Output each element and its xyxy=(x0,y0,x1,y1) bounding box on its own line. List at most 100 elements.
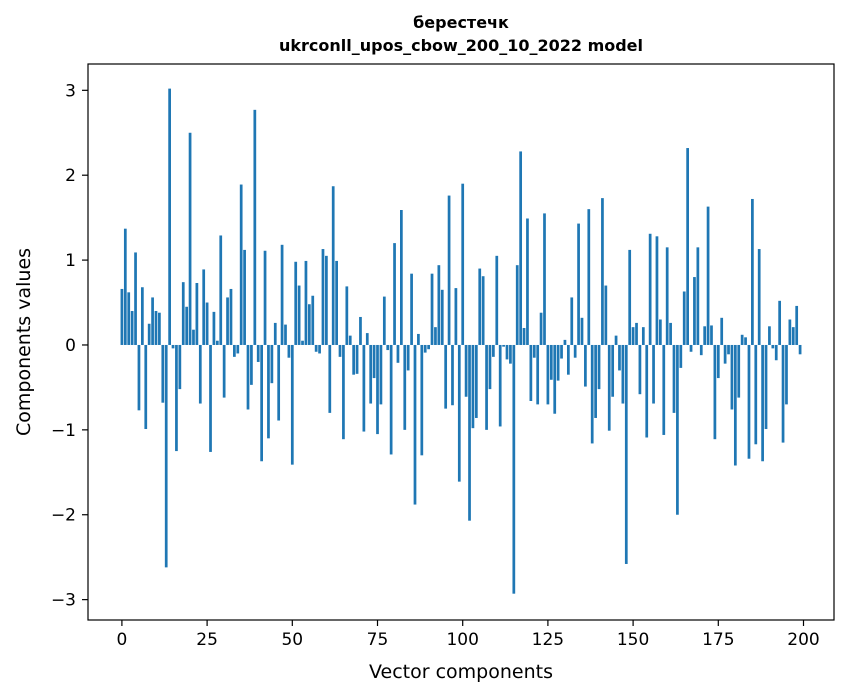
bar-42 xyxy=(263,250,267,345)
bar-173 xyxy=(710,325,713,345)
y-tick-label: −3 xyxy=(51,591,76,611)
bar-73 xyxy=(369,344,373,404)
bar-104 xyxy=(474,344,478,418)
bar-11 xyxy=(158,312,161,345)
bar-14 xyxy=(168,88,171,345)
bar-116 xyxy=(515,265,519,345)
bar-47 xyxy=(280,244,284,345)
bar-90 xyxy=(427,344,430,350)
bar-112 xyxy=(502,344,505,347)
bar-163 xyxy=(676,344,679,515)
bar-182 xyxy=(740,334,744,345)
bar-195 xyxy=(785,344,788,405)
bars-group xyxy=(120,88,802,594)
bar-117 xyxy=(519,151,523,345)
y-tick-label: 3 xyxy=(65,81,76,101)
bar-147 xyxy=(621,344,625,404)
bar-62 xyxy=(331,186,335,345)
bar-185 xyxy=(751,198,754,345)
bar-139 xyxy=(594,344,597,418)
bar-85 xyxy=(410,273,413,345)
bar-40 xyxy=(256,344,260,362)
bar-84 xyxy=(406,344,410,371)
bar-190 xyxy=(768,326,771,345)
bar-140 xyxy=(597,344,601,390)
bar-157 xyxy=(655,236,659,345)
bar-4 xyxy=(134,252,137,345)
bar-13 xyxy=(164,344,168,568)
bar-175 xyxy=(716,344,720,379)
bar-187 xyxy=(757,249,761,345)
bar-93 xyxy=(437,265,441,345)
bar-123 xyxy=(539,312,543,345)
bar-31 xyxy=(226,297,229,345)
bar-162 xyxy=(672,344,676,413)
bar-38 xyxy=(250,344,253,385)
bar-10 xyxy=(154,311,158,345)
bar-89 xyxy=(423,344,427,353)
bar-186 xyxy=(754,344,758,445)
bar-136 xyxy=(584,344,587,387)
bar-142 xyxy=(604,285,608,345)
bar-114 xyxy=(509,344,512,364)
bar-45 xyxy=(273,322,277,345)
bar-41 xyxy=(260,344,263,462)
bar-146 xyxy=(618,344,621,371)
bar-24 xyxy=(202,269,206,345)
bar-126 xyxy=(549,344,553,380)
bar-77 xyxy=(382,296,386,345)
bar-39 xyxy=(253,109,257,345)
y-tick-label: 0 xyxy=(65,336,76,356)
bar-121 xyxy=(532,344,536,358)
bar-145 xyxy=(614,335,618,345)
bar-181 xyxy=(737,344,741,398)
bar-113 xyxy=(505,344,509,360)
x-tick-label: 0 xyxy=(116,630,127,650)
bar-159 xyxy=(662,344,666,435)
bar-197 xyxy=(791,327,795,345)
bar-172 xyxy=(706,206,710,345)
bar-196 xyxy=(788,319,792,345)
bar-125 xyxy=(546,344,550,405)
bar-83 xyxy=(403,344,407,430)
bar-20 xyxy=(188,132,192,345)
bar-70 xyxy=(359,316,362,345)
x-tick-label: 50 xyxy=(281,630,303,650)
bar-12 xyxy=(161,344,165,403)
bar-78 xyxy=(386,344,390,351)
bar-59 xyxy=(321,249,325,345)
bar-118 xyxy=(522,327,526,345)
x-tick-label: 100 xyxy=(446,630,478,650)
bar-129 xyxy=(560,344,563,359)
bar-32 xyxy=(229,288,233,345)
bar-176 xyxy=(720,317,724,345)
bar-21 xyxy=(192,329,195,345)
bar-108 xyxy=(488,344,492,390)
bar-88 xyxy=(420,344,424,456)
bar-49 xyxy=(287,344,291,358)
bar-152 xyxy=(638,344,642,395)
bar-109 xyxy=(492,344,495,357)
x-tick-label: 125 xyxy=(532,630,564,650)
bar-134 xyxy=(577,223,580,345)
bar-191 xyxy=(771,344,775,349)
bar-166 xyxy=(686,148,689,345)
bar-127 xyxy=(553,344,557,414)
bar-5 xyxy=(137,344,141,411)
bar-96 xyxy=(447,195,451,345)
bar-82 xyxy=(400,210,403,345)
bar-74 xyxy=(372,344,376,379)
bar-63 xyxy=(335,260,338,345)
bar-46 xyxy=(277,344,281,421)
bar-155 xyxy=(648,233,652,345)
bar-33 xyxy=(233,344,236,357)
bar-2 xyxy=(127,292,131,345)
bar-75 xyxy=(376,344,379,435)
bar-94 xyxy=(440,289,444,345)
plot-frame xyxy=(87,63,835,621)
bar-169 xyxy=(696,247,700,345)
bar-6 xyxy=(140,287,144,345)
bar-99 xyxy=(457,344,461,482)
bar-174 xyxy=(713,344,717,440)
bar-178 xyxy=(727,344,730,355)
